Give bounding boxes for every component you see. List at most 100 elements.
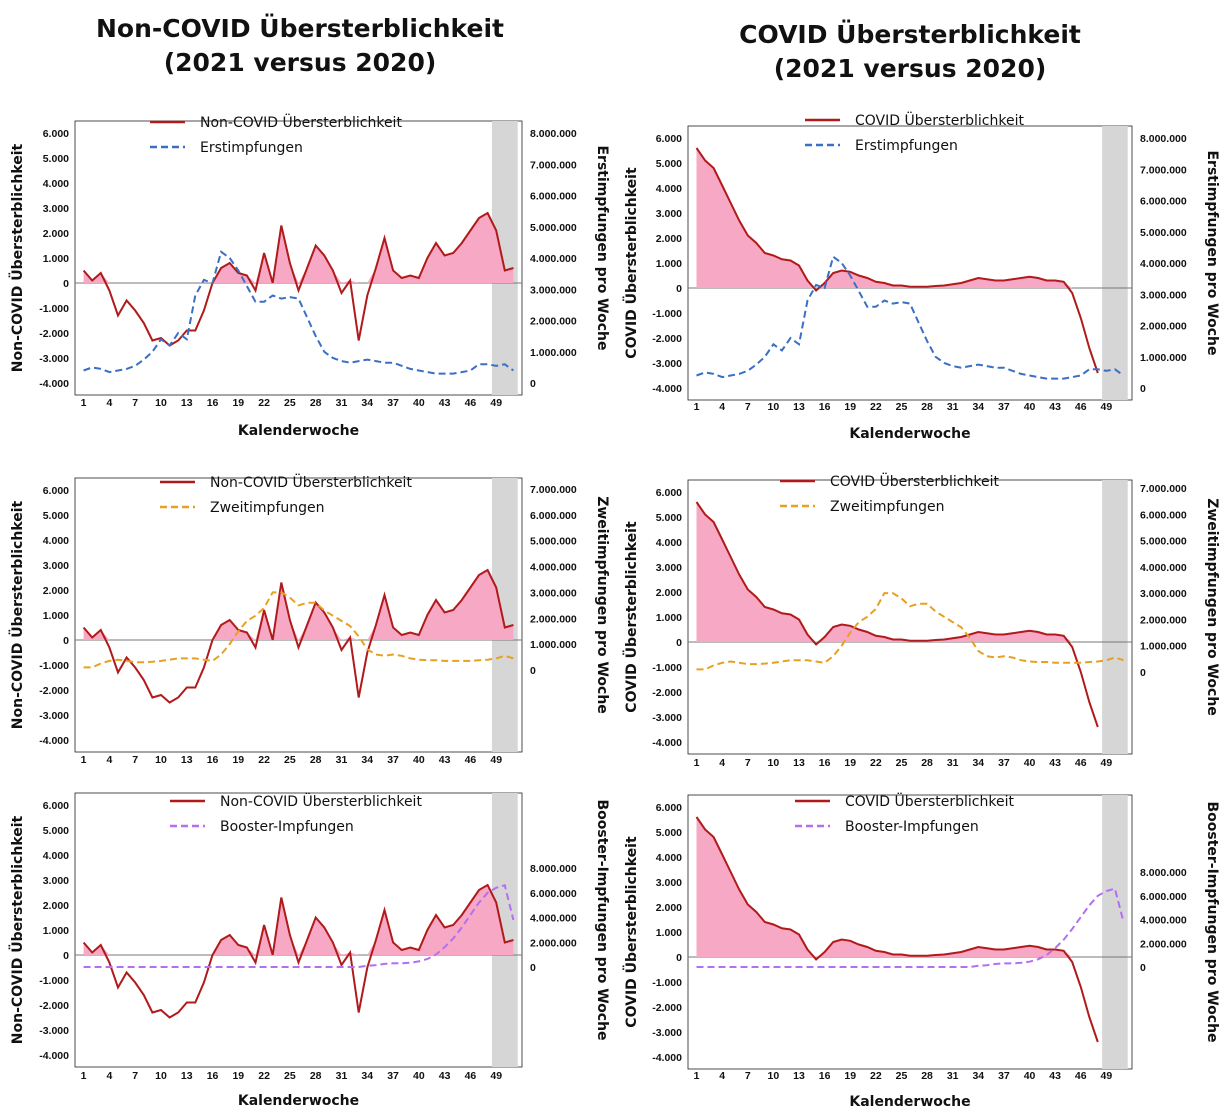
y2-tick-label: 0 xyxy=(530,378,536,390)
y-tick-label: 3.000 xyxy=(43,875,69,887)
x-tick-label: 7 xyxy=(132,397,138,409)
x-tick-label: 37 xyxy=(998,757,1010,769)
x-tick-label: 4 xyxy=(719,757,725,769)
y2-tick-label: 0 xyxy=(1140,962,1146,974)
plot-group: 6.000 5.000 4.000 3.000 2.000 1.000 0 -1.000 -2.… xyxy=(622,472,1220,769)
y-tick-label: -1.000 xyxy=(652,662,682,674)
y-tick-label: 1.000 xyxy=(656,612,682,624)
plot-group: 6.000 5.000 4.000 3.000 2.000 1.000 0 -1.000 -2.… xyxy=(8,792,610,1109)
y-tick-label: 5.000 xyxy=(656,512,682,524)
x-tick-label: 10 xyxy=(155,1070,167,1082)
y-axis-label: COVID Übersterblichkeit xyxy=(622,167,640,359)
x-tick-label: 1 xyxy=(81,397,87,409)
y-tick-label: -2.000 xyxy=(39,1000,69,1012)
y-tick-label: 0 xyxy=(63,635,69,647)
y-tick-label: 6.000 xyxy=(43,485,69,497)
x-tick-label: 22 xyxy=(258,1070,270,1082)
x-tick-label: 43 xyxy=(1049,1070,1061,1082)
x-tick-label: 10 xyxy=(155,754,167,766)
plot-group: 6.000 5.000 4.000 3.000 2.000 1.000 0 -1.000 -2.… xyxy=(8,113,610,439)
legend-label: COVID Übersterblichkeit xyxy=(855,111,1024,129)
y-tick-label: -4.000 xyxy=(39,378,69,390)
x-tick-label: 10 xyxy=(768,1070,780,1082)
plot-group: 6.000 5.000 4.000 3.000 2.000 1.000 0 -1.000 -2.… xyxy=(8,473,610,766)
x-tick-label: 19 xyxy=(232,397,244,409)
y2-tick-label: 0 xyxy=(1140,667,1146,679)
x-tick-label: 4 xyxy=(106,754,112,766)
x-axis-label: Kalenderwoche xyxy=(849,426,970,442)
chart-noncovid-second: 6.000 5.000 4.000 3.000 2.000 1.000 0 -1.000 -2.… xyxy=(8,473,610,766)
x-tick-label: 43 xyxy=(439,397,451,409)
y2-tick-label: 5.000.000 xyxy=(1140,227,1187,239)
x-tick-label: 19 xyxy=(844,757,856,769)
excess-area xyxy=(83,570,514,640)
x-tick-label: 25 xyxy=(896,757,908,769)
y-tick-label: -4.000 xyxy=(39,735,69,747)
x-tick-label: 46 xyxy=(1075,401,1087,413)
y2-tick-label: 1.000.000 xyxy=(530,347,577,359)
y2-tick-label: 7.000.000 xyxy=(530,159,577,171)
x-tick-label: 37 xyxy=(387,1070,399,1082)
excess-line xyxy=(82,568,514,704)
chart-covid-booster: 6.000 5.000 4.000 3.000 2.000 1.000 0 -1.000 -2.… xyxy=(622,792,1220,1110)
y-tick-label: 0 xyxy=(676,952,682,964)
y2-tick-label: 1.000.000 xyxy=(1140,352,1187,364)
y2-tick-label: 4.000.000 xyxy=(1140,562,1187,574)
x-tick-label: 49 xyxy=(1101,757,1113,769)
y2-tick-label: 0 xyxy=(530,962,536,974)
y-tick-label: -2.000 xyxy=(39,328,69,340)
x-tick-label: 40 xyxy=(1024,1070,1036,1082)
y-tick-label: 0 xyxy=(676,283,682,295)
legend-label: Non-COVID Übersterblichkeit xyxy=(220,792,422,810)
x-tick-label: 7 xyxy=(132,1070,138,1082)
x-tick-label: 31 xyxy=(947,1070,959,1082)
vaccination-line xyxy=(83,250,514,375)
y-axis-label: Non-COVID Übersterblichkeit xyxy=(8,143,26,372)
vaccination-line xyxy=(696,887,1125,968)
y2-tick-label: 8.000.000 xyxy=(1140,867,1187,879)
y2-tick-label: 8.000.000 xyxy=(530,863,577,875)
y-tick-label: 4.000 xyxy=(43,178,69,190)
excess-area xyxy=(83,213,514,283)
x-tick-label: 16 xyxy=(207,397,219,409)
x-axis-label: Kalenderwoche xyxy=(238,423,359,439)
x-axis-label: Kalenderwoche xyxy=(238,1093,359,1109)
y2-tick-label: 3.000.000 xyxy=(1140,588,1187,600)
y-tick-label: 2.000 xyxy=(43,228,69,240)
x-tick-label: 37 xyxy=(387,754,399,766)
y2-tick-label: 3.000.000 xyxy=(530,587,577,599)
x-tick-label: 22 xyxy=(258,397,270,409)
y-tick-label: -4.000 xyxy=(652,383,682,395)
y-tick-label: 4.000 xyxy=(656,852,682,864)
y-tick-label: 6.000 xyxy=(43,128,69,140)
excess-line xyxy=(695,147,1099,374)
x-tick-label: 28 xyxy=(310,397,322,409)
title-right: COVID Übersterblichkeit (2021 versus 202… xyxy=(660,18,1160,86)
x-tick-label: 16 xyxy=(207,754,219,766)
vaccination-line xyxy=(83,591,514,669)
x-tick-label: 25 xyxy=(284,754,296,766)
y-tick-label: -2.000 xyxy=(39,685,69,697)
x-tick-label: 43 xyxy=(1049,757,1061,769)
x-tick-label: 43 xyxy=(439,754,451,766)
y-tick-label: 3.000 xyxy=(656,208,682,220)
x-tick-label: 7 xyxy=(745,757,751,769)
x-tick-label: 19 xyxy=(844,401,856,413)
x-tick-label: 7 xyxy=(132,754,138,766)
x-tick-label: 40 xyxy=(413,1070,425,1082)
x-tick-label: 46 xyxy=(465,397,477,409)
x-tick-label: 13 xyxy=(181,397,193,409)
x-tick-label: 16 xyxy=(819,401,831,413)
x-tick-label: 13 xyxy=(793,1070,805,1082)
y2-tick-label: 7.000.000 xyxy=(530,484,577,496)
y-axis-label: COVID Übersterblichkeit xyxy=(622,836,640,1028)
plot-group: 6.000 5.000 4.000 3.000 2.000 1.000 0 -1.000 -2.… xyxy=(622,111,1220,442)
y-tick-label: 1.000 xyxy=(43,253,69,265)
y2-tick-label: 2.000.000 xyxy=(1140,321,1187,333)
x-tick-label: 13 xyxy=(181,1070,193,1082)
legend-label: Zweitimpfungen xyxy=(210,500,325,516)
x-tick-label: 46 xyxy=(1075,1070,1087,1082)
y-tick-label: 1.000 xyxy=(43,925,69,937)
x-tick-label: 28 xyxy=(921,401,933,413)
y2-axis-label: Booster-Impfungen pro Woche xyxy=(594,799,610,1040)
